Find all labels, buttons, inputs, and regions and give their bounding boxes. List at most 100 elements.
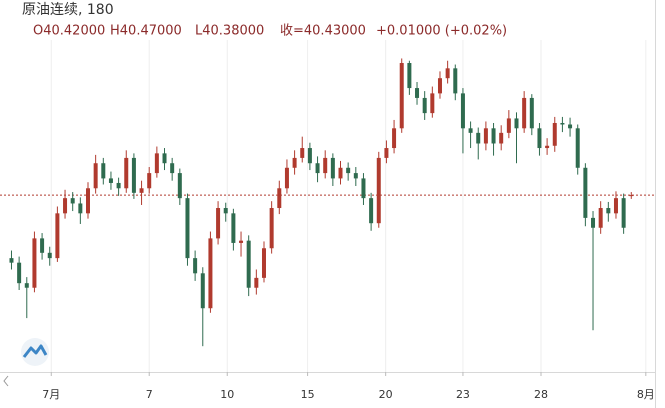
candle-body xyxy=(254,277,259,288)
candle-body xyxy=(453,68,458,94)
candle-body xyxy=(445,68,450,79)
candle-body xyxy=(568,124,573,129)
candle-body xyxy=(193,258,198,274)
candle-body xyxy=(101,163,106,179)
candle-body xyxy=(552,122,557,146)
candle-body xyxy=(124,157,129,189)
candle-body xyxy=(284,167,289,189)
candle-body xyxy=(231,213,236,243)
candle-body xyxy=(246,240,251,288)
candle-body xyxy=(108,178,113,183)
candle-body xyxy=(147,173,152,189)
logo xyxy=(21,338,49,366)
candle-body xyxy=(300,148,305,158)
candle-body xyxy=(338,167,343,179)
x-tick-label: 20 xyxy=(379,388,393,401)
candle-body xyxy=(376,157,381,224)
candle-body xyxy=(514,118,519,129)
candle-body xyxy=(223,208,228,214)
candle-body xyxy=(606,208,611,214)
candle-body xyxy=(437,78,442,94)
candle-body xyxy=(591,217,596,228)
x-tick-label: 28 xyxy=(534,388,548,401)
candle-body xyxy=(407,63,412,89)
candle-body xyxy=(93,163,98,189)
candle-body xyxy=(261,248,266,278)
candle-body xyxy=(361,178,366,199)
candle-body xyxy=(529,97,534,129)
candle-body xyxy=(629,195,634,197)
candle-body xyxy=(491,128,496,144)
ohlc-label: O40.42000 xyxy=(33,24,105,39)
candle-body xyxy=(560,122,565,125)
x-tick-label: 7月 xyxy=(42,388,60,401)
x-tick-label: 23 xyxy=(456,388,470,401)
x-tick-label: 8月 xyxy=(637,388,655,401)
candle-body xyxy=(78,203,83,214)
candle-body xyxy=(32,238,37,288)
candle-body xyxy=(499,132,504,144)
x-tick-label: 15 xyxy=(301,388,315,401)
candle-body xyxy=(292,157,297,168)
candle-body xyxy=(85,188,90,214)
candle-body xyxy=(200,273,205,309)
candle-body xyxy=(70,198,75,204)
candle-body xyxy=(154,153,159,174)
ohlc-label: +0.01000 (+0.02%) xyxy=(376,24,507,39)
candle-body xyxy=(216,208,221,239)
candle-body xyxy=(583,167,588,218)
candle-body xyxy=(384,148,389,158)
candle-body xyxy=(307,148,312,164)
candle-body xyxy=(139,188,144,193)
candle-body xyxy=(116,182,121,189)
candle-body xyxy=(621,198,626,228)
candle-body xyxy=(392,128,397,149)
candle-body xyxy=(177,173,182,199)
candle-body xyxy=(460,93,465,129)
candle-body xyxy=(185,198,190,259)
ohlc-label: 收=40.43000 xyxy=(280,24,366,39)
candle-body xyxy=(537,128,542,149)
candle-body xyxy=(415,88,420,98)
candle-body xyxy=(422,97,427,114)
chart-title: 原油连续, 180 xyxy=(22,1,114,18)
candle-body xyxy=(9,258,14,263)
candle-body xyxy=(239,240,244,243)
candle-body xyxy=(40,238,45,253)
candle-body xyxy=(598,208,603,228)
candle-body xyxy=(468,128,473,133)
ohlc-label: H40.47000 xyxy=(110,24,182,39)
x-tick-label: 7 xyxy=(146,388,153,401)
candle-body xyxy=(522,97,527,129)
candle-body xyxy=(63,198,68,214)
candle-body xyxy=(170,163,175,174)
candle-body xyxy=(483,128,488,144)
candle-body xyxy=(330,157,335,179)
scroll-arrow[interactable] xyxy=(3,375,9,387)
candle-body xyxy=(369,198,374,224)
candle-body xyxy=(353,173,358,179)
candle-body xyxy=(24,283,29,288)
candle-body xyxy=(575,128,580,168)
candle-body xyxy=(506,118,511,133)
x-tick-label: 10 xyxy=(220,388,234,401)
candle-body xyxy=(545,145,550,149)
candle-body xyxy=(208,238,213,309)
ohlc-label: L40.38000 xyxy=(195,24,264,39)
candle-body xyxy=(47,252,52,259)
candle-body xyxy=(55,213,60,259)
candle-body xyxy=(613,198,618,214)
candle-body xyxy=(17,262,22,284)
candle-body xyxy=(399,63,404,129)
candle-body xyxy=(323,157,328,174)
candle-body xyxy=(131,157,136,193)
candle-body xyxy=(269,208,274,249)
candle-body xyxy=(315,163,320,174)
candle-body xyxy=(430,93,435,114)
candle-body xyxy=(476,132,481,144)
candle-body xyxy=(162,153,167,164)
candle-body xyxy=(277,188,282,209)
candle-body xyxy=(346,167,351,174)
